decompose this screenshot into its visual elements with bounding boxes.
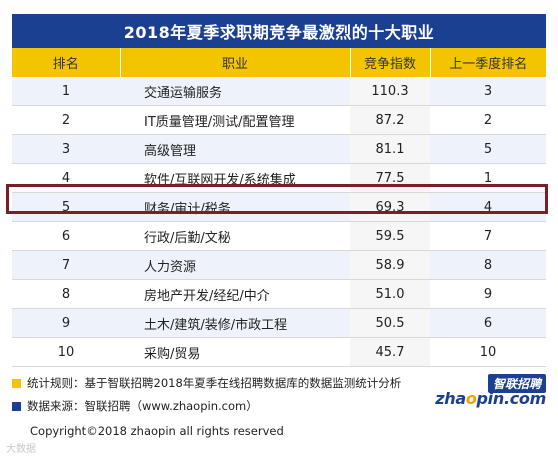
logo-en-o: o [465,389,477,408]
header-rank: 排名 [12,48,121,77]
table-row: 4 软件/互联网开发/系统集成 77.5 1 [12,163,546,193]
logo-en-post: pin.com [476,389,547,408]
header-job: 职业 [120,48,351,77]
watermark: 大数据 [6,444,36,455]
prev-rank-cell: 7 [430,221,546,251]
index-cell: 81.1 [350,134,430,164]
logo-en-pre: zha [435,389,466,408]
rank-cell: 10 [12,337,120,367]
prev-rank-cell: 8 [430,250,546,280]
logo-cn-text: 智联招聘 [487,374,546,393]
blue-square-icon [12,401,21,411]
job-cell: 软件/互联网开发/系统集成 [120,163,350,193]
job-cell: 采购/贸易 [120,337,350,367]
header-prev-rank: 上一季度排名 [430,48,546,77]
prev-rank-cell: 4 [430,192,546,222]
rank-cell: 7 [12,250,120,280]
stat-rule-note: 统计规则：基于智联招聘2018年夏季在线招聘数据库的数据监测统计分析 [12,373,546,393]
job-cell: 土木/建筑/装修/市政工程 [120,308,350,338]
job-cell: 交通运输服务 [120,77,350,106]
prev-rank-cell: 5 [430,134,546,164]
zhaopin-logo: 智联招聘 zhaopin.com [420,374,546,408]
table-row: 2 IT质量管理/测试/配置管理 87.2 2 [12,105,546,135]
job-cell: 行政/后勤/文秘 [120,221,350,251]
page-title: 2018年夏季求职期竞争最激烈的十大职业 [12,14,546,48]
prev-rank-cell: 3 [430,77,546,106]
prev-rank-cell: 9 [430,279,546,309]
rank-cell: 1 [12,77,120,106]
rank-cell: 3 [12,134,120,164]
table-row: 9 土木/建筑/装修/市政工程 50.5 6 [12,308,546,338]
source-text: 数据来源：智联招聘（www.zhaopin.com） [27,399,258,413]
table-header-row: 排名 职业 竞争指数 上一季度排名 [12,48,546,77]
rank-cell: 6 [12,221,120,251]
table-row: 7 人力资源 58.9 8 [12,250,546,280]
index-cell: 87.2 [350,105,430,135]
rank-cell: 9 [12,308,120,338]
prev-rank-cell: 10 [430,337,546,367]
table-row-highlighted: 5 财务/审计/税务 69.3 4 [12,192,546,222]
index-cell: 59.5 [350,221,430,251]
index-cell: 45.7 [350,337,430,367]
rank-cell: 2 [12,105,120,135]
table-row: 3 高级管理 81.1 5 [12,134,546,164]
job-cell: 人力资源 [120,250,350,280]
header-index: 竞争指数 [350,48,431,77]
index-cell: 69.3 [350,192,430,222]
rank-cell: 4 [12,163,120,193]
prev-rank-cell: 2 [430,105,546,135]
job-cell: 财务/审计/税务 [120,192,350,222]
index-cell: 51.0 [350,279,430,309]
job-cell: IT质量管理/测试/配置管理 [120,105,350,135]
index-cell: 58.9 [350,250,430,280]
logo-en-text: zhaopin.com [435,389,546,408]
job-cell: 房地产开发/经纪/中介 [120,279,350,309]
rank-cell: 8 [12,279,120,309]
index-cell: 50.5 [350,308,430,338]
rank-cell: 5 [12,192,120,222]
copyright-text: Copyright©2018 zhaopin all rights reserv… [30,424,284,438]
table-row: 10 采购/贸易 45.7 10 [12,337,546,367]
source-note: 数据来源：智联招聘（www.zhaopin.com） [12,396,546,416]
index-cell: 110.3 [350,77,430,106]
prev-rank-cell: 6 [430,308,546,338]
prev-rank-cell: 1 [430,163,546,193]
table-row: 6 行政/后勤/文秘 59.5 7 [12,221,546,251]
job-cell: 高级管理 [120,134,350,164]
table-row: 8 房地产开发/经纪/中介 51.0 9 [12,279,546,309]
footer-notes: 统计规则：基于智联招聘2018年夏季在线招聘数据库的数据监测统计分析 数据来源：… [12,370,546,416]
stat-rule-text: 统计规则：基于智联招聘2018年夏季在线招聘数据库的数据监测统计分析 [27,376,402,390]
table-row: 1 交通运输服务 110.3 3 [12,77,546,106]
yellow-square-icon [12,378,21,388]
ranking-table: 排名 职业 竞争指数 上一季度排名 1 交通运输服务 110.3 3 2 IT质… [12,48,546,367]
index-cell: 77.5 [350,163,430,193]
